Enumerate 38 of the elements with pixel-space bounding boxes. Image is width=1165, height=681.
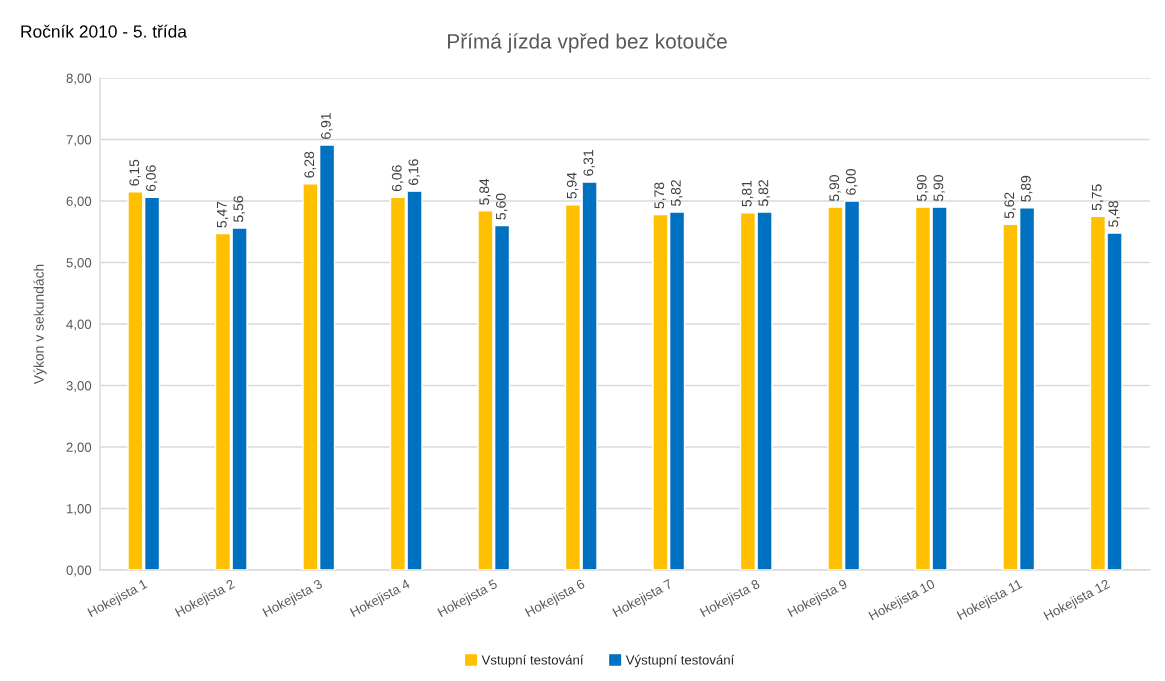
y-tick-label: 2,00 — [66, 442, 92, 454]
data-label: 5,75 — [1091, 184, 1104, 211]
data-label: 5,81 — [741, 180, 754, 207]
y-tick-label: 8,00 — [66, 73, 92, 85]
data-label: 5,82 — [670, 180, 683, 206]
data-label: 6,16 — [408, 159, 420, 185]
data-label: 6,06 — [391, 165, 404, 192]
y-tick-label: 0,00 — [66, 565, 92, 577]
data-label: 5,89 — [1020, 175, 1033, 202]
data-label: 5,82 — [758, 180, 770, 206]
data-label: 5,90 — [829, 175, 841, 202]
y-tick-label: 5,00 — [66, 258, 92, 269]
legend-label: Výstupní testování — [625, 654, 735, 668]
data-label: 6,28 — [304, 151, 316, 178]
y-tick-label: 3,00 — [66, 381, 92, 392]
y-tick-label: 6,00 — [66, 196, 92, 208]
data-label: 5,60 — [495, 193, 508, 220]
data-label: 6,15 — [129, 159, 141, 186]
data-label: 6,06 — [145, 165, 158, 192]
data-label: 6,91 — [320, 113, 333, 139]
data-label: 5,94 — [566, 172, 579, 199]
data-label: 6,31 — [583, 150, 595, 176]
legend-label: Vstupní testování — [481, 654, 584, 668]
chart-subtitle: Ročník 2010 - 5. třída — [21, 24, 187, 38]
data-label: 6,00 — [845, 168, 858, 195]
y-tick-label: 4,00 — [66, 319, 92, 331]
data-label: 5,84 — [479, 178, 491, 205]
chart-title: Přímá jízda vpřed bez kotouče — [448, 33, 727, 53]
y-tick-label: 7,00 — [66, 135, 92, 146]
data-label: 5,48 — [1108, 201, 1120, 227]
data-label: 5,56 — [233, 196, 245, 222]
y-axis-title: Výkon v sekundách — [33, 264, 47, 385]
y-tick-label: 1,00 — [67, 504, 92, 515]
data-label: 5,47 — [216, 201, 229, 228]
data-label: 5,90 — [916, 175, 929, 202]
data-label: 5,62 — [1004, 192, 1016, 219]
data-label: 5,78 — [654, 182, 666, 209]
data-label: 5,90 — [933, 175, 945, 202]
